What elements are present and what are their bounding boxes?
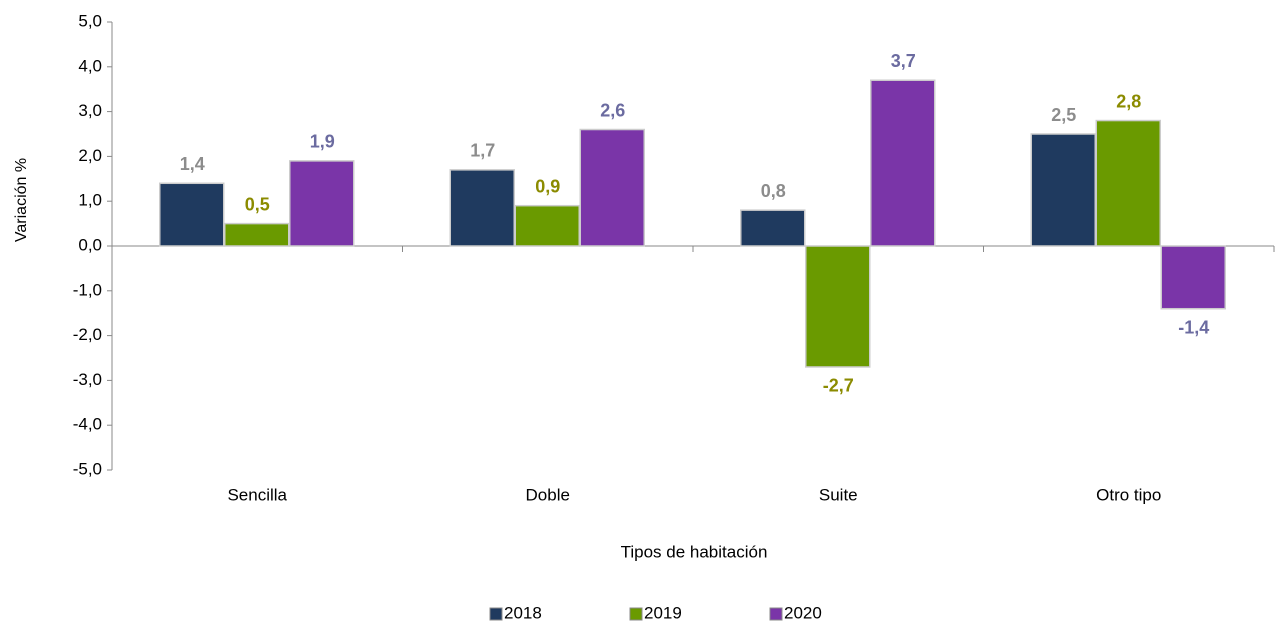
y-tick-label: -5,0 bbox=[73, 459, 102, 478]
legend-swatch bbox=[769, 607, 783, 621]
legend-label: 2020 bbox=[784, 603, 822, 622]
y-tick-label: 2,0 bbox=[78, 146, 102, 165]
y-tick-label: 0,0 bbox=[78, 235, 102, 254]
y-tick-label: 1,0 bbox=[78, 191, 102, 210]
y-tick-label: 5,0 bbox=[78, 11, 102, 30]
legend-label: 2019 bbox=[644, 603, 682, 622]
bar bbox=[1030, 133, 1096, 247]
y-tick-label: -2,0 bbox=[73, 325, 102, 344]
bar bbox=[224, 222, 290, 247]
value-label: 3,7 bbox=[891, 51, 916, 71]
bar bbox=[289, 160, 355, 247]
value-label: 2,8 bbox=[1116, 91, 1141, 111]
legend-swatch bbox=[629, 607, 643, 621]
x-tick-label: Otro tipo bbox=[1096, 485, 1161, 504]
bar bbox=[805, 245, 871, 368]
y-axis-title: Variación % bbox=[13, 158, 30, 242]
bar bbox=[1095, 119, 1161, 247]
y-tick-label: 4,0 bbox=[78, 56, 102, 75]
x-tick-label: Suite bbox=[819, 485, 858, 504]
bar bbox=[159, 182, 225, 247]
x-tick-label: Sencilla bbox=[227, 485, 287, 504]
value-label: 2,5 bbox=[1051, 105, 1076, 125]
bar bbox=[1160, 245, 1226, 310]
bar bbox=[449, 169, 515, 247]
legend-label: 2018 bbox=[504, 603, 542, 622]
value-label: 0,9 bbox=[535, 176, 560, 196]
value-label: 1,4 bbox=[180, 154, 205, 174]
value-label: 1,7 bbox=[470, 141, 495, 161]
bar bbox=[740, 209, 806, 247]
legend-swatch bbox=[489, 607, 503, 621]
y-tick-label: -4,0 bbox=[73, 415, 102, 434]
value-label: 0,5 bbox=[245, 194, 270, 214]
value-label: 1,9 bbox=[310, 132, 335, 152]
bar bbox=[579, 128, 645, 247]
y-tick-label: -1,0 bbox=[73, 280, 102, 299]
x-tick-label: Doble bbox=[526, 485, 570, 504]
x-axis-title: Tipos de habitación bbox=[621, 542, 768, 561]
value-label: -1,4 bbox=[1178, 317, 1209, 337]
bar bbox=[870, 79, 936, 247]
value-label: 2,6 bbox=[600, 100, 625, 120]
y-tick-label: 3,0 bbox=[78, 101, 102, 120]
value-label: 0,8 bbox=[761, 181, 786, 201]
y-tick-label: -3,0 bbox=[73, 370, 102, 389]
bar bbox=[514, 204, 580, 247]
value-label: -2,7 bbox=[823, 376, 854, 396]
